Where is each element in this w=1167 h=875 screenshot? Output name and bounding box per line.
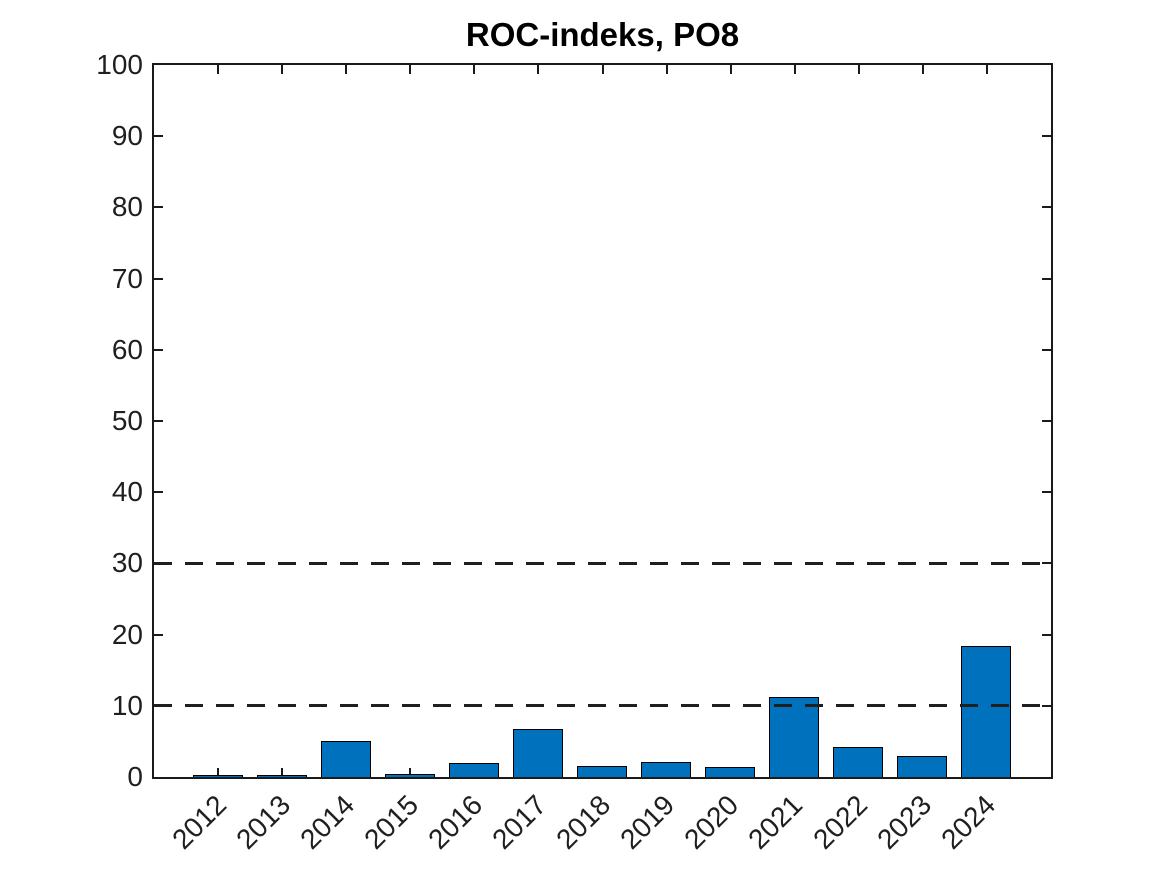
bar-2024 bbox=[961, 646, 1012, 777]
bar-2013 bbox=[256, 774, 307, 777]
x-tick-label: 2019 bbox=[614, 789, 681, 855]
bar-2016 bbox=[448, 763, 499, 777]
x-axis-tick bbox=[217, 65, 220, 74]
x-tick-label: 2017 bbox=[486, 789, 553, 855]
x-axis-tick bbox=[985, 65, 988, 74]
y-axis-tick bbox=[1042, 348, 1051, 351]
bar-2018 bbox=[577, 766, 627, 777]
bar-2020 bbox=[705, 767, 756, 777]
bar-2022 bbox=[833, 746, 884, 777]
x-axis-tick bbox=[537, 65, 540, 74]
y-tick-label: 70 bbox=[111, 262, 143, 294]
y-tick-label: 30 bbox=[111, 547, 143, 579]
y-tick-label: 80 bbox=[111, 191, 143, 223]
y-axis-tick bbox=[1042, 633, 1051, 636]
x-axis-tick bbox=[409, 65, 412, 74]
y-axis-tick bbox=[154, 491, 163, 494]
x-axis-tick bbox=[281, 768, 284, 777]
x-axis-tick bbox=[857, 65, 860, 74]
x-axis-tick bbox=[921, 65, 924, 74]
x-tick-label: 2021 bbox=[742, 789, 809, 855]
y-axis-tick bbox=[1042, 491, 1051, 494]
plot-area bbox=[152, 63, 1053, 779]
x-tick-label: 2024 bbox=[934, 789, 1001, 855]
x-axis-tick bbox=[601, 65, 604, 74]
bar-2017 bbox=[512, 729, 563, 777]
y-axis-tick bbox=[154, 135, 163, 138]
x-tick-label: 2012 bbox=[166, 789, 232, 855]
y-tick-label: 20 bbox=[111, 618, 143, 650]
x-axis-tick bbox=[665, 65, 668, 74]
chart-title: ROC-indeks, PO8 bbox=[465, 16, 740, 53]
reference-line-30 bbox=[154, 561, 1051, 565]
y-tick-label: 50 bbox=[111, 405, 143, 436]
x-axis-tick bbox=[729, 65, 732, 74]
y-tick-label: 60 bbox=[111, 333, 143, 365]
y-tick-label: 0 bbox=[127, 761, 143, 792]
y-axis-tick bbox=[1042, 277, 1051, 280]
x-tick-label: 2014 bbox=[294, 789, 361, 855]
y-axis-tick bbox=[154, 277, 163, 280]
x-tick-label: 2020 bbox=[678, 789, 745, 855]
bar-2021 bbox=[769, 696, 820, 777]
x-axis-tick bbox=[345, 65, 348, 74]
x-axis-tick bbox=[473, 65, 476, 74]
y-axis-tick bbox=[1042, 135, 1051, 138]
x-axis-tick bbox=[793, 65, 796, 74]
y-axis-tick bbox=[154, 420, 163, 422]
bar-2019 bbox=[641, 761, 692, 777]
y-axis-tick bbox=[1042, 420, 1051, 422]
x-axis-tick bbox=[409, 768, 412, 777]
y-tick-label: 90 bbox=[111, 120, 143, 152]
x-tick-label: 2013 bbox=[230, 789, 297, 855]
y-tick-label: 100 bbox=[96, 49, 143, 80]
bar-2014 bbox=[320, 741, 371, 777]
y-tick-label: 40 bbox=[111, 476, 143, 508]
bar-2012 bbox=[192, 774, 243, 777]
y-tick-label: 10 bbox=[111, 689, 143, 721]
x-tick-label: 2018 bbox=[550, 789, 617, 855]
x-tick-label: 2015 bbox=[358, 789, 425, 855]
x-tick-label: 2016 bbox=[422, 789, 489, 855]
x-tick-label: 2022 bbox=[806, 789, 873, 855]
bar-2023 bbox=[897, 756, 948, 777]
y-axis-tick bbox=[1042, 206, 1051, 209]
y-axis-tick bbox=[154, 633, 163, 636]
x-axis-tick bbox=[281, 65, 284, 74]
bar-2015 bbox=[384, 773, 435, 777]
x-tick-label: 2023 bbox=[870, 789, 937, 855]
reference-line-10 bbox=[154, 704, 1051, 708]
y-axis-tick bbox=[154, 348, 163, 351]
x-axis-tick bbox=[217, 768, 220, 777]
y-axis-tick bbox=[154, 206, 163, 209]
